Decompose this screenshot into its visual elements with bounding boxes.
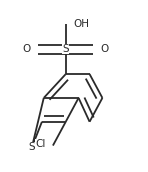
Text: S: S bbox=[29, 142, 35, 152]
Text: O: O bbox=[23, 44, 31, 54]
Text: OH: OH bbox=[73, 19, 89, 29]
Text: Cl: Cl bbox=[35, 139, 46, 149]
Text: S: S bbox=[62, 44, 69, 54]
Text: O: O bbox=[101, 44, 109, 54]
